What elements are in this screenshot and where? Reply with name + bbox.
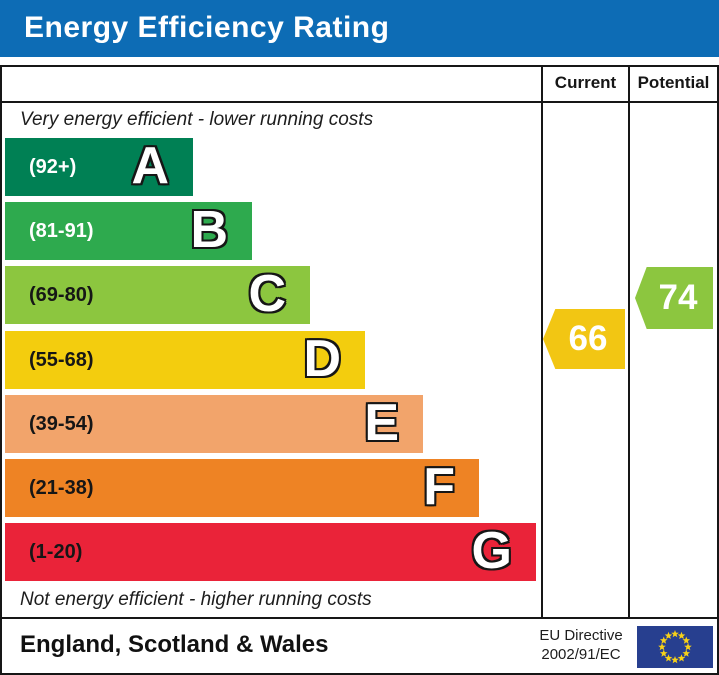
band-c: (69-80) C <box>5 266 310 324</box>
band-a: (92+) A <box>5 138 193 196</box>
band-c-range-label: (69-80) <box>29 284 94 306</box>
caption-not-efficient: Not energy efficient - higher running co… <box>20 589 372 610</box>
potential-rating-marker: 74 <box>635 267 713 329</box>
band-d-range-label: (55-68) <box>29 349 94 371</box>
band-b: (81-91) B <box>5 202 252 260</box>
page-title: Energy Efficiency Rating <box>0 0 719 57</box>
band-a-range-label: (92+) <box>29 156 77 178</box>
eu-flag-icon <box>637 626 713 668</box>
current-rating-value: 66 <box>568 319 608 358</box>
column-header-current: Current <box>554 73 617 92</box>
band-d: (55-68) D <box>5 331 365 389</box>
band-e-range-label: (39-54) <box>29 413 94 435</box>
band-f-letter: F <box>423 458 455 516</box>
band-e-letter: E <box>364 394 399 452</box>
band-d-letter: D <box>303 330 341 388</box>
eu-directive-line1: EU Directive <box>539 627 623 644</box>
band-a-letter: A <box>131 137 169 195</box>
header-divider <box>0 101 719 103</box>
column-divider-potential <box>628 65 630 619</box>
band-g: (1-20) G <box>5 523 536 581</box>
column-divider-current <box>541 65 543 619</box>
current-rating-marker: 66 <box>543 309 625 369</box>
band-b-range-label: (81-91) <box>29 220 94 242</box>
eu-directive-label: EU Directive 2002/91/EC <box>534 626 628 664</box>
footer-region-label: England, Scotland & Wales <box>20 631 329 658</box>
band-c-letter: C <box>248 265 286 323</box>
column-header-potential: Potential <box>637 73 710 92</box>
band-f: (21-38) F <box>5 459 479 517</box>
caption-very-efficient: Very energy efficient - lower running co… <box>20 109 374 130</box>
footer <box>0 617 719 675</box>
band-b-letter: B <box>190 201 228 259</box>
band-g-letter: G <box>471 522 512 580</box>
band-f-range-label: (21-38) <box>29 477 94 499</box>
band-g-range-label: (1-20) <box>29 541 83 563</box>
potential-rating-value: 74 <box>658 278 698 317</box>
eu-directive-line2: 2002/91/EC <box>541 646 621 663</box>
band-e: (39-54) E <box>5 395 423 453</box>
